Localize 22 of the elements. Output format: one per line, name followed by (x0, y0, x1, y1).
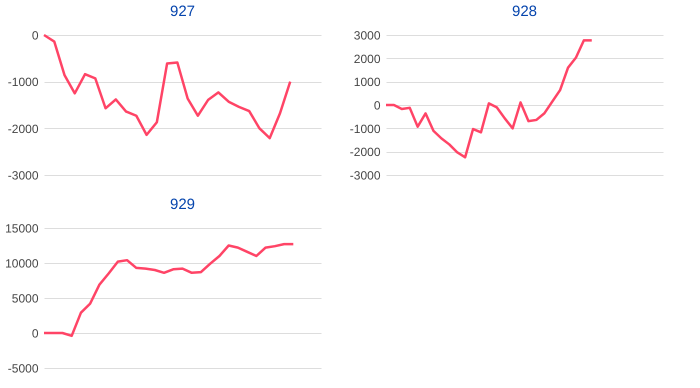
y-tick-label: 2000 (354, 52, 381, 66)
chart-title: 929 (170, 196, 196, 213)
line-series (42, 34, 292, 140)
y-tick-label: -1000 (8, 75, 39, 90)
y-tick-label: -3000 (8, 168, 39, 182)
chart-title: 927 (170, 3, 196, 20)
y-tick-label: 1000 (354, 75, 381, 90)
y-tick-label: 0 (32, 28, 39, 42)
y-tick-label: -3000 (350, 168, 381, 182)
y-tick-label: 10000 (5, 256, 39, 270)
y-tick-label: -1000 (350, 122, 381, 136)
y-tick-label: -2000 (8, 122, 39, 136)
y-tick-label: 15000 (5, 222, 39, 236)
line-series (384, 39, 594, 159)
y-tick-label: 3000 (354, 28, 381, 42)
y-tick-label: 0 (32, 326, 39, 340)
y-tick-label: 0 (374, 98, 381, 112)
line-series (42, 242, 295, 338)
y-tick-label: -5000 (8, 362, 39, 376)
y-tick-label: 5000 (12, 292, 39, 306)
y-tick-label: -2000 (350, 145, 381, 160)
chart-title: 928 (512, 3, 538, 20)
